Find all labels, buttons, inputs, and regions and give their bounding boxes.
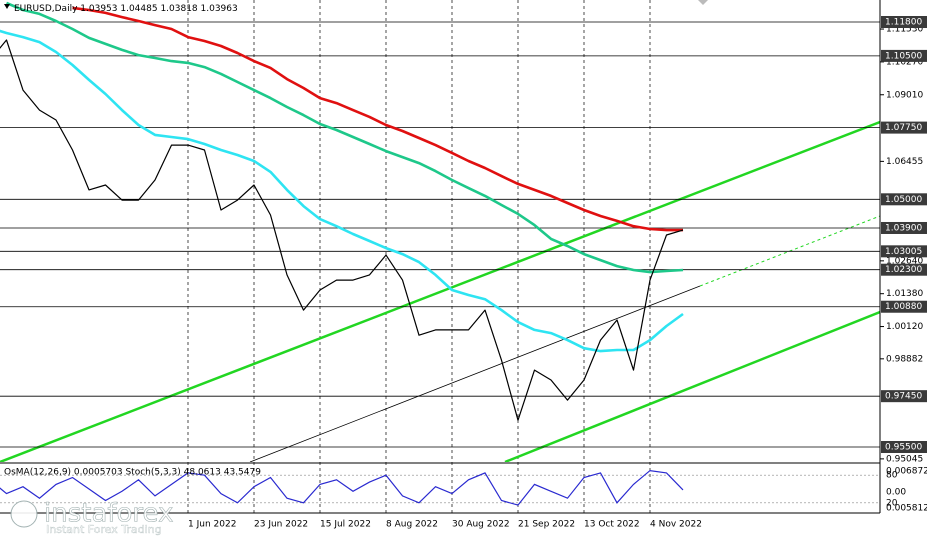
- level-box: [881, 193, 927, 206]
- level-box: [881, 441, 927, 454]
- level-label: 1.10500: [885, 51, 922, 61]
- trend-line: [249, 285, 701, 462]
- watermark-logo: [10, 500, 38, 528]
- series-line: [0, 39, 684, 421]
- axis-layer: 1 Jun 2022 23 Jun 2022 15 Jul 2022 8 Aug 20…: [188, 16, 927, 530]
- symbol-icon: [4, 4, 10, 9]
- level-box: [881, 49, 927, 62]
- level-label: 0.97450: [885, 392, 922, 402]
- x-tick-label: 4 Nov 2022: [650, 520, 702, 530]
- x-tick-label: 13 Oct 2022: [584, 520, 640, 530]
- watermark-tagline: Instant Forex Trading: [46, 523, 162, 536]
- chart-title: EURUSD,Daily 1.03953 1.04485 1.03818 1.0…: [14, 4, 238, 14]
- shift-marker: [698, 0, 708, 5]
- watermark-brand: instaforex: [44, 499, 173, 529]
- y-tick-label: 1.11530: [886, 25, 923, 35]
- level-box: [881, 263, 927, 276]
- level-label: 1.11800: [885, 18, 922, 28]
- y-tick-label: 0.95045: [886, 454, 923, 464]
- trend-line: [504, 310, 880, 462]
- level-label: 1.07750: [885, 123, 922, 133]
- x-tick-label: 1 Jun 2022: [188, 520, 236, 530]
- level-box: [881, 390, 927, 403]
- level-label: 1.03005: [885, 247, 922, 257]
- series-line: [72, 6, 683, 232]
- watermark: instaforex Instant Forex Trading: [10, 498, 174, 536]
- x-tick-label: 15 Jul 2022: [320, 520, 371, 530]
- x-tick-label: 30 Aug 2022: [452, 520, 510, 530]
- x-tick-label: 8 Aug 2022: [386, 520, 438, 530]
- symbol: EURUSD,Daily: [14, 4, 78, 14]
- y-tick-label: 0.98882: [886, 354, 923, 364]
- level-box: [881, 16, 927, 29]
- level-label: 1.02300: [885, 265, 922, 275]
- stoch-line: [0, 469, 684, 506]
- level-box: [881, 300, 927, 313]
- level-label: 1.00880: [885, 302, 922, 312]
- y-tick-label: 1.01380: [886, 289, 923, 299]
- price-layer: [0, 1, 880, 448]
- x-tick-label: 23 Jun 2022: [254, 520, 308, 530]
- indicator-tick-label: 20: [886, 498, 898, 508]
- indicator-tick-label: 80: [886, 471, 898, 481]
- series-line: [5, 1, 684, 274]
- level-label: 1.03900: [885, 223, 922, 233]
- level-label: 0.95500: [885, 443, 922, 453]
- level-box: [881, 121, 927, 134]
- level-label: 1.05000: [885, 195, 922, 205]
- y-tick-label: 1.09010: [886, 90, 923, 100]
- ohlc: 1.03953 1.04485 1.03818 1.03963: [80, 4, 237, 14]
- y-tick-label: 1.06455: [886, 157, 923, 167]
- indicator-layer: [0, 469, 880, 506]
- y-tick-label: 1.00120: [886, 322, 923, 332]
- indicator-title: OsMA(12,26,9) 0.0005703 Stoch(5,3,3) 48.…: [4, 468, 261, 478]
- trend-line: [0, 120, 880, 462]
- x-tick-label: 21 Sep 2022: [518, 520, 575, 530]
- series-line: [0, 29, 684, 353]
- y-tick-label: 1.10270: [886, 57, 923, 67]
- indicator-axis-label: 0.00: [886, 488, 906, 498]
- indicator-axis-label: 0.0058129: [886, 504, 927, 514]
- level-box: [881, 221, 927, 234]
- grid-layer: [187, 0, 651, 513]
- indicator-axis-label: 0.0068723: [886, 467, 927, 477]
- y-tick-label: 1.02640: [886, 256, 923, 266]
- level-box: [881, 245, 927, 258]
